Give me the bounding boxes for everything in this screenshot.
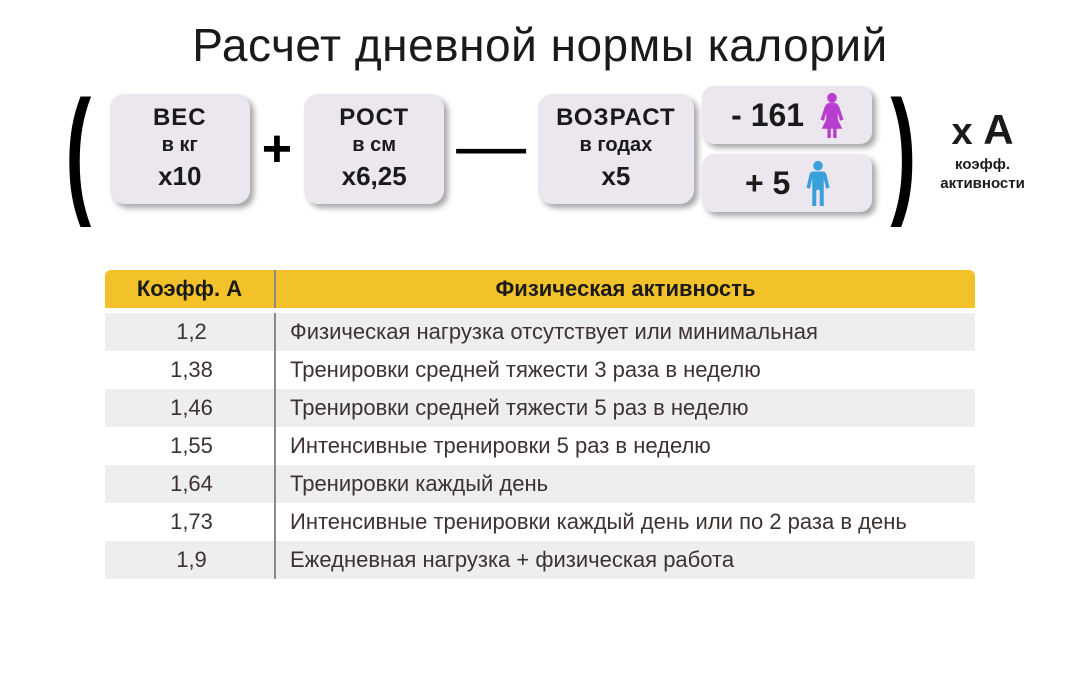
gender-column: - 161 + 5: [702, 86, 872, 212]
age-mult: x5: [556, 161, 675, 192]
col-coef: Коэфф. А: [105, 270, 275, 311]
cell-coef: 1,38: [105, 351, 275, 389]
table-row: 1,64Тренировки каждый день: [105, 465, 975, 503]
cell-activity: Ежедневная нагрузка + физическая работа: [275, 541, 975, 579]
cell-coef: 1,9: [105, 541, 275, 579]
table-row: 1,9Ежедневная нагрузка + физическая рабо…: [105, 541, 975, 579]
table-body: 1,2Физическая нагрузка отсутствует или м…: [105, 311, 975, 580]
cell-activity: Физическая нагрузка отсутствует или мини…: [275, 311, 975, 352]
table-row: 1,2Физическая нагрузка отсутствует или м…: [105, 311, 975, 352]
coef-a: A: [983, 106, 1013, 153]
cell-coef: 1,2: [105, 311, 275, 352]
height-unit: в см: [322, 134, 426, 157]
plus-op: +: [258, 119, 296, 179]
coef-sub1: коэфф.: [940, 156, 1025, 173]
age-unit: в годах: [556, 134, 675, 157]
coef-sub2: активности: [940, 175, 1025, 192]
weight-box: ВЕС в кг x10: [110, 94, 250, 204]
col-activity: Физическая активность: [275, 270, 975, 311]
paren-close: ): [890, 97, 916, 202]
times-op: x: [952, 111, 973, 153]
cell-coef: 1,64: [105, 465, 275, 503]
height-label: РОСТ: [322, 104, 426, 132]
female-box: - 161: [702, 86, 872, 144]
height-box: РОСТ в см x6,25: [304, 94, 444, 204]
female-value: - 161: [731, 97, 804, 134]
cell-activity: Тренировки средней тяжести 5 раз в недел…: [275, 389, 975, 427]
formula-row: ( ВЕС в кг x10 + РОСТ в см x6,25 — ВОЗРА…: [40, 86, 1040, 212]
table-row: 1,73Интенсивные тренировки каждый день и…: [105, 503, 975, 541]
height-mult: x6,25: [322, 161, 426, 192]
paren-open: (: [66, 97, 92, 202]
activity-table: Коэфф. А Физическая активность 1,2Физиче…: [105, 270, 975, 579]
table-row: 1,38Тренировки средней тяжести 3 раза в …: [105, 351, 975, 389]
cell-activity: Интенсивные тренировки 5 раз в неделю: [275, 427, 975, 465]
male-value: + 5: [745, 165, 790, 202]
weight-label: ВЕС: [128, 104, 232, 132]
male-icon: [804, 160, 832, 206]
cell-coef: 1,73: [105, 503, 275, 541]
table-row: 1,55Интенсивные тренировки 5 раз в недел…: [105, 427, 975, 465]
age-box: ВОЗРАСТ в годах x5: [538, 94, 693, 204]
table-row: 1,46Тренировки средней тяжести 5 раз в н…: [105, 389, 975, 427]
page-title: Расчет дневной нормы калорий: [40, 18, 1040, 72]
cell-activity: Тренировки средней тяжести 3 раза в неде…: [275, 351, 975, 389]
female-icon: [818, 92, 846, 138]
table-header-row: Коэфф. А Физическая активность: [105, 270, 975, 311]
coef-block: x A коэфф. активности: [940, 106, 1025, 193]
weight-mult: x10: [128, 161, 232, 192]
cell-activity: Интенсивные тренировки каждый день или п…: [275, 503, 975, 541]
cell-coef: 1,55: [105, 427, 275, 465]
cell-coef: 1,46: [105, 389, 275, 427]
age-label: ВОЗРАСТ: [556, 104, 675, 132]
minus-op: —: [452, 105, 530, 185]
weight-unit: в кг: [128, 134, 232, 157]
cell-activity: Тренировки каждый день: [275, 465, 975, 503]
male-box: + 5: [702, 154, 872, 212]
